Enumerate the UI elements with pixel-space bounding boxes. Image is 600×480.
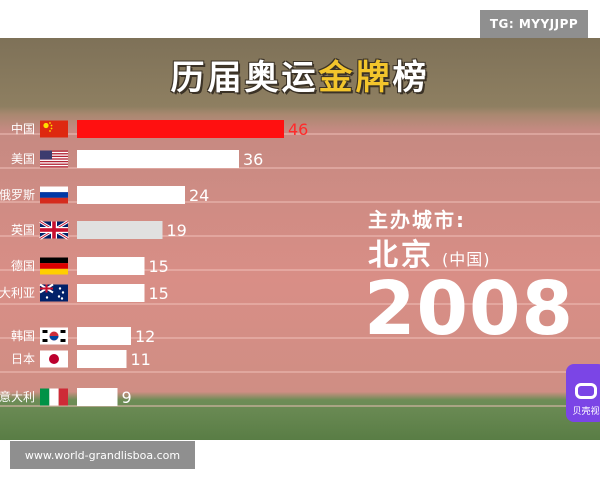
bar <box>77 327 131 345</box>
country-label: 日本 <box>11 352 35 366</box>
country-label: 俄罗斯 <box>0 188 35 202</box>
au-flag-icon <box>39 283 68 302</box>
value-label: 12 <box>135 327 155 346</box>
bar-chart-svg: 中国 46 美国 36 俄罗斯 24 英国 19 德国 15 澳大利亚 15 韩国 12 日本 11 意大利 9 <box>0 120 308 407</box>
bar <box>77 150 239 168</box>
country-label: 中国 <box>11 121 35 136</box>
country-label: 韩国 <box>11 328 35 343</box>
host-city-label: 主办城市: <box>368 208 466 232</box>
chart-title: 历届奥运金牌榜 <box>0 50 600 99</box>
bar <box>77 257 145 275</box>
host-city-name: 北京 <box>368 238 434 273</box>
country-label: 意大利 <box>0 389 35 404</box>
medal-chart: 中国 46 美国 36 俄罗斯 24 英国 19 德国 15 澳大利亚 15 韩国 12 日本 11 意大利 9 <box>0 38 600 440</box>
country-label: 英国 <box>11 223 35 237</box>
value-label: 11 <box>131 350 151 369</box>
host-city: 北京 (中国) <box>368 230 491 274</box>
watermark-bottom: www.world-grandlisboa.com <box>10 441 195 469</box>
country-label: 澳大利亚 <box>0 286 35 300</box>
watermark-top: TG: MYYJJPP <box>480 10 588 38</box>
chart-scene: 历届奥运金牌榜 中国 46 美国 36 俄罗斯 24 英国 19 德国 15 澳大利亚 15 韩国 12 日… <box>0 38 600 440</box>
jp-flag-icon <box>40 350 68 368</box>
value-label: 15 <box>149 257 169 276</box>
it-flag-icon <box>40 388 68 406</box>
ru-flag-icon <box>40 186 68 204</box>
country-label: 德国 <box>11 258 35 273</box>
value-label: 15 <box>149 284 169 303</box>
cn-flag-icon <box>40 120 68 138</box>
bar <box>77 350 127 368</box>
bar <box>77 186 185 204</box>
title-part-3: 榜 <box>392 58 430 98</box>
value-label: 36 <box>243 150 263 169</box>
app-badge-icon <box>575 383 597 399</box>
us-flag-icon <box>40 150 68 168</box>
host-year: 2008 <box>364 266 574 352</box>
value-label: 46 <box>288 120 308 139</box>
value-label: 9 <box>122 388 132 407</box>
bar <box>77 284 145 302</box>
host-country: (中国) <box>442 250 491 269</box>
bar <box>77 388 118 406</box>
value-label: 19 <box>167 221 187 240</box>
kr-flag-icon <box>40 327 68 345</box>
gb-flag-icon <box>39 220 69 240</box>
country-label: 美国 <box>11 152 35 166</box>
title-part-2: 金牌 <box>318 58 393 98</box>
app-badge-text: 贝壳视 <box>572 407 600 417</box>
title-part-1: 历届奥运 <box>170 58 319 98</box>
app-badge[interactable]: 贝壳视 <box>566 364 600 422</box>
value-label: 24 <box>189 186 209 205</box>
bar <box>77 120 284 138</box>
bar <box>77 221 163 239</box>
de-flag-icon <box>40 257 68 275</box>
